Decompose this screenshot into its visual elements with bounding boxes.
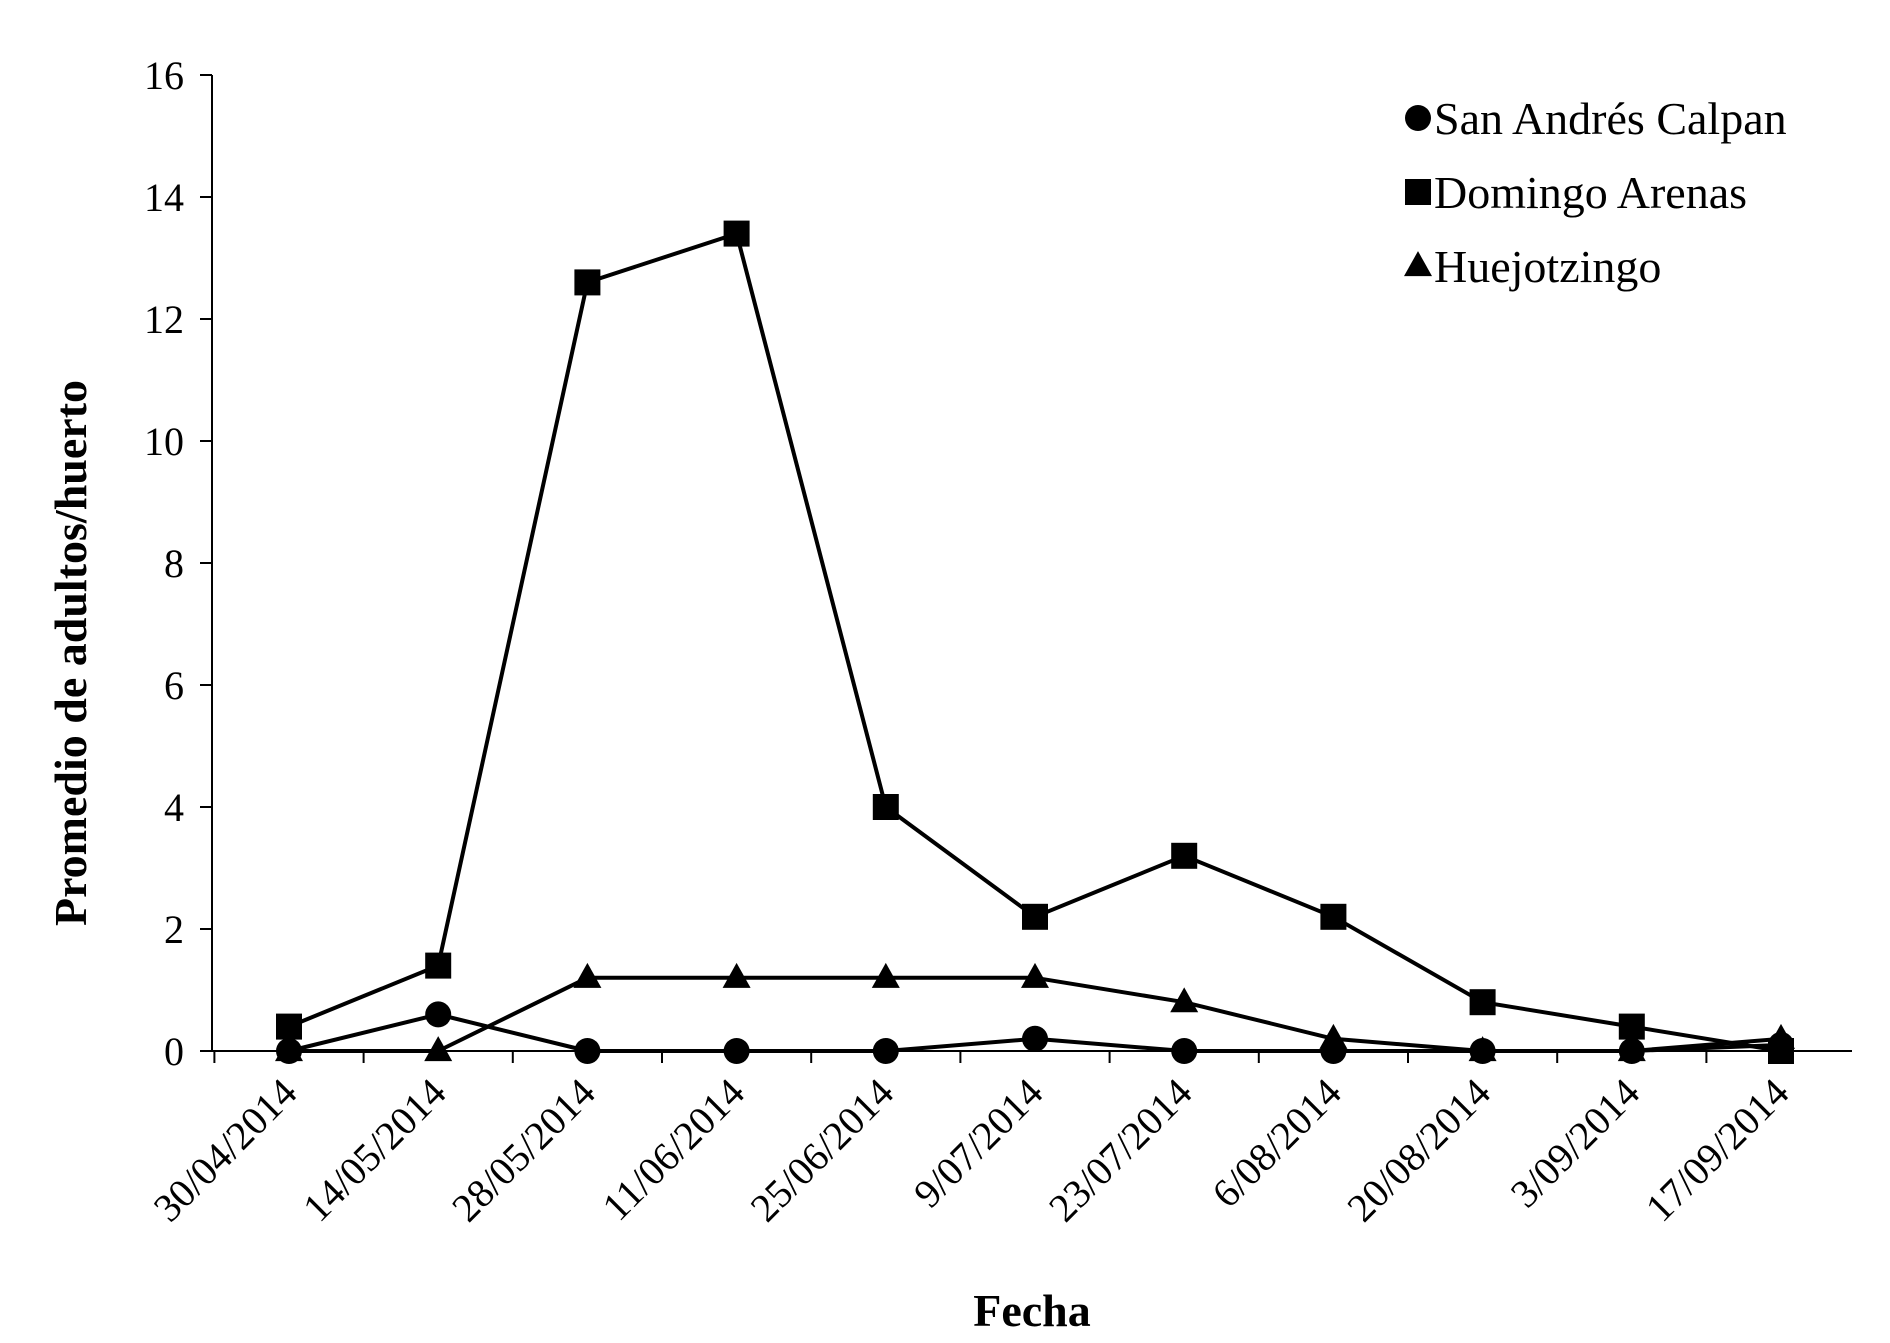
legend-item: Huejotzingo xyxy=(1404,241,1661,292)
series-square xyxy=(276,220,1794,1064)
x-tick-label: 11/06/2014 xyxy=(593,1070,753,1230)
x-tick-label: 17/09/2014 xyxy=(1637,1070,1798,1231)
y-tick-label: 6 xyxy=(164,663,184,708)
x-tick-label: 23/07/2014 xyxy=(1040,1070,1201,1231)
y-tick-label: 14 xyxy=(144,175,184,220)
data-point-square xyxy=(1022,903,1048,930)
y-tick-label: 12 xyxy=(144,297,184,342)
data-point-triangle xyxy=(573,962,602,988)
data-point-square xyxy=(276,1013,302,1040)
series-triangle xyxy=(275,962,1795,1062)
x-axis-ticks: 30/04/201414/05/201428/05/201411/06/2014… xyxy=(145,1051,1798,1231)
x-axis-title: Fecha xyxy=(973,1285,1091,1336)
legend-marker-square xyxy=(1405,179,1431,205)
data-point-square xyxy=(1618,1013,1645,1040)
x-tick-label: 6/08/2014 xyxy=(1203,1070,1350,1217)
legend: San Andrés Calpan Domingo Arenas Huejotzin… xyxy=(1404,93,1787,292)
data-point-triangle xyxy=(1170,987,1199,1013)
y-axis-ticks: 0 2 4 6 8 10 12 14 16 xyxy=(144,53,212,1074)
data-point-square xyxy=(1320,903,1347,930)
data-point-triangle xyxy=(722,962,751,988)
data-point-square xyxy=(723,220,750,247)
data-point-triangle xyxy=(424,1036,453,1062)
legend-marker-triangle xyxy=(1404,251,1432,277)
y-tick-label: 0 xyxy=(164,1029,184,1074)
legend-label: Domingo Arenas xyxy=(1434,167,1747,218)
data-point-circle xyxy=(723,1038,750,1064)
x-tick-label: 20/08/2014 xyxy=(1338,1070,1499,1231)
legend-item: San Andrés Calpan xyxy=(1405,93,1787,144)
data-point-circle xyxy=(1171,1038,1198,1064)
data-point-triangle xyxy=(1767,1023,1795,1049)
data-point-square xyxy=(1469,989,1496,1016)
x-tick-label: 9/07/2014 xyxy=(905,1070,1052,1217)
data-point-triangle xyxy=(275,1036,303,1062)
data-point-triangle xyxy=(1021,962,1049,988)
data-point-triangle xyxy=(1617,1036,1646,1062)
legend-item: Domingo Arenas xyxy=(1405,167,1747,218)
data-point-circle xyxy=(872,1038,899,1064)
data-point-triangle xyxy=(871,962,900,988)
data-point-square xyxy=(1171,842,1198,869)
x-tick-label: 25/06/2014 xyxy=(741,1070,902,1231)
data-point-triangle xyxy=(1468,1036,1497,1062)
y-axis-title: Promedio de adultos/huerto xyxy=(45,380,96,926)
y-tick-label: 8 xyxy=(164,541,184,586)
data-point-square xyxy=(574,269,601,296)
x-tick-label: 3/09/2014 xyxy=(1502,1070,1649,1217)
y-tick-label: 10 xyxy=(144,419,184,464)
series-layer xyxy=(275,220,1795,1064)
x-tick-label: 30/04/2014 xyxy=(145,1070,306,1231)
y-tick-label: 4 xyxy=(164,785,184,830)
data-point-square xyxy=(425,952,452,979)
y-tick-label: 16 xyxy=(144,53,184,98)
data-point-circle xyxy=(425,1001,452,1028)
data-point-triangle xyxy=(1319,1023,1348,1049)
y-tick-label: 2 xyxy=(164,907,184,952)
legend-label: Huejotzingo xyxy=(1434,241,1661,292)
data-point-circle xyxy=(574,1038,601,1064)
series-circle xyxy=(276,1001,1794,1064)
data-point-square xyxy=(872,794,899,820)
x-tick-label: 14/05/2014 xyxy=(294,1070,455,1231)
data-point-circle xyxy=(1022,1025,1048,1052)
legend-marker-circle xyxy=(1405,105,1431,131)
legend-label: San Andrés Calpan xyxy=(1434,93,1787,144)
x-tick-label: 28/05/2014 xyxy=(443,1070,604,1231)
